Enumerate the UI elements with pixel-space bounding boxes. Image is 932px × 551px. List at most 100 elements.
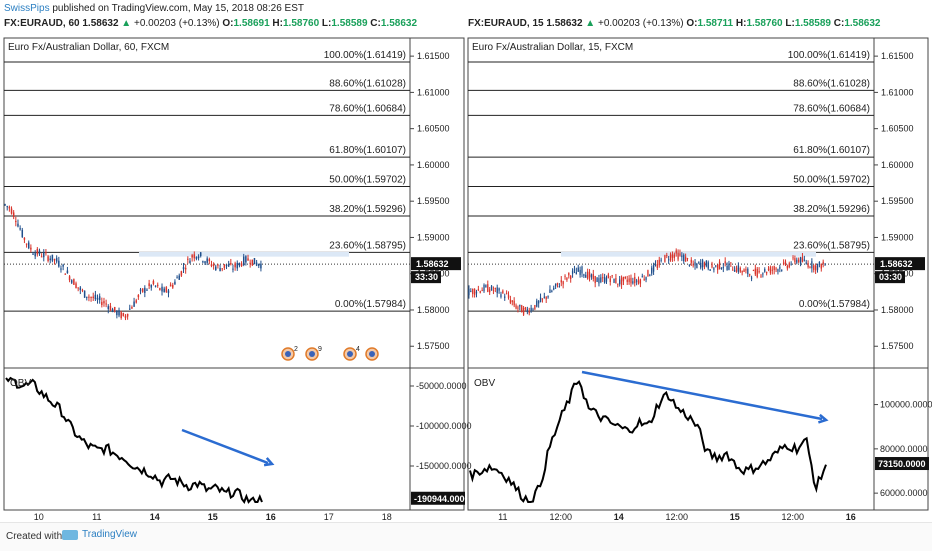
candle bbox=[807, 263, 809, 268]
candle bbox=[6, 206, 8, 208]
charts-svg[interactable]: Euro Fx/Australian Dollar, 60, FXCM 1.615… bbox=[0, 0, 932, 522]
candle bbox=[579, 269, 581, 275]
candle bbox=[242, 256, 245, 266]
price-badge bbox=[875, 257, 925, 271]
candle bbox=[803, 259, 805, 261]
candle bbox=[206, 258, 208, 263]
candle bbox=[596, 277, 598, 282]
candle bbox=[532, 309, 534, 311]
candle bbox=[605, 277, 608, 282]
candle bbox=[577, 267, 579, 272]
candle bbox=[805, 262, 807, 264]
candle bbox=[820, 263, 822, 269]
obv-badge-value: 73150.0000 bbox=[878, 459, 926, 469]
y-tick-label: 1.60000 bbox=[881, 160, 914, 170]
author-link[interactable]: SwissPips bbox=[4, 3, 50, 14]
candle bbox=[681, 255, 683, 258]
right-symbol[interactable]: FX:EURAUD, 15 bbox=[468, 18, 544, 29]
candle bbox=[103, 301, 105, 304]
candle bbox=[630, 277, 632, 284]
candle bbox=[92, 296, 94, 299]
candle bbox=[96, 297, 99, 300]
price-badge-value: 1.58632 bbox=[416, 259, 449, 269]
candle bbox=[511, 300, 513, 302]
x-tick-label: 15 bbox=[208, 512, 218, 522]
candle bbox=[64, 273, 67, 275]
candle bbox=[66, 270, 69, 274]
candle bbox=[468, 288, 470, 296]
candle bbox=[668, 259, 670, 261]
trend-arrow-head bbox=[817, 413, 829, 424]
candle bbox=[752, 270, 755, 272]
candle bbox=[615, 278, 617, 284]
candle bbox=[83, 290, 86, 298]
fib-label: 61.80%(1.60107) bbox=[329, 145, 406, 156]
candle bbox=[58, 260, 60, 267]
footer: Created with TradingView bbox=[0, 522, 932, 551]
x-tick-label: 12:00 bbox=[666, 512, 689, 522]
candle bbox=[133, 301, 135, 307]
candle bbox=[500, 294, 502, 298]
candle bbox=[573, 269, 576, 271]
candle bbox=[146, 289, 148, 291]
candle bbox=[479, 291, 481, 293]
candle bbox=[743, 269, 745, 272]
candle bbox=[12, 212, 15, 217]
obv-tick-label: -150000.0000 bbox=[416, 461, 472, 471]
created-with-label: Created with bbox=[6, 531, 63, 542]
candle bbox=[225, 264, 228, 266]
candle bbox=[489, 289, 491, 293]
candle bbox=[141, 288, 144, 292]
x-tick-label: 14 bbox=[150, 512, 160, 522]
candle bbox=[700, 262, 702, 268]
candle bbox=[240, 263, 243, 266]
left-change: +0.00203 (+0.13%) bbox=[133, 18, 220, 29]
tradingview-logo[interactable]: TradingView bbox=[62, 529, 137, 540]
candle bbox=[184, 267, 187, 270]
candle bbox=[219, 268, 221, 272]
candle bbox=[683, 254, 685, 262]
candle bbox=[163, 288, 165, 293]
x-tick-label: 12:00 bbox=[550, 512, 573, 522]
x-tick-label: 17 bbox=[324, 512, 334, 522]
candle bbox=[528, 311, 530, 314]
candle bbox=[628, 278, 630, 282]
candle bbox=[55, 257, 58, 262]
candle bbox=[592, 274, 594, 279]
candle bbox=[745, 269, 747, 271]
countdown-badge bbox=[875, 271, 905, 284]
candle bbox=[754, 268, 757, 275]
y-tick-label: 1.58000 bbox=[417, 305, 450, 315]
left-symbol-header: FX:EURAUD, 60 1.58632 ▲ +0.00203 (+0.13%… bbox=[4, 18, 418, 29]
candle bbox=[485, 285, 487, 288]
trend-arrow-line bbox=[581, 370, 823, 421]
candle bbox=[253, 258, 256, 265]
candle bbox=[15, 220, 17, 223]
candle bbox=[756, 268, 758, 277]
candle bbox=[547, 296, 549, 298]
candle bbox=[43, 252, 45, 258]
candle bbox=[176, 277, 178, 279]
candle bbox=[49, 258, 51, 261]
obv-line bbox=[5, 376, 263, 505]
candle bbox=[195, 256, 198, 259]
candle bbox=[131, 307, 133, 309]
candle bbox=[129, 308, 131, 310]
candle bbox=[505, 293, 508, 295]
candle bbox=[647, 270, 649, 277]
candle bbox=[620, 277, 623, 286]
candle bbox=[537, 301, 540, 304]
left-high: 1.58760 bbox=[283, 18, 320, 29]
fib-label: 78.60%(1.60684) bbox=[793, 103, 870, 114]
candle bbox=[174, 281, 176, 285]
countdown-value: 33:30 bbox=[415, 272, 438, 282]
candle bbox=[786, 265, 789, 269]
left-symbol[interactable]: FX:EURAUD, 60 bbox=[4, 18, 80, 29]
candle bbox=[255, 262, 258, 266]
candle bbox=[724, 261, 726, 264]
candle bbox=[137, 295, 140, 298]
right-symbol-header: FX:EURAUD, 15 1.58632 ▲ +0.00203 (+0.13%… bbox=[468, 18, 881, 29]
countdown-badge bbox=[411, 271, 441, 284]
y-tick-label: 1.61000 bbox=[417, 87, 450, 97]
obv-badge bbox=[411, 491, 465, 505]
